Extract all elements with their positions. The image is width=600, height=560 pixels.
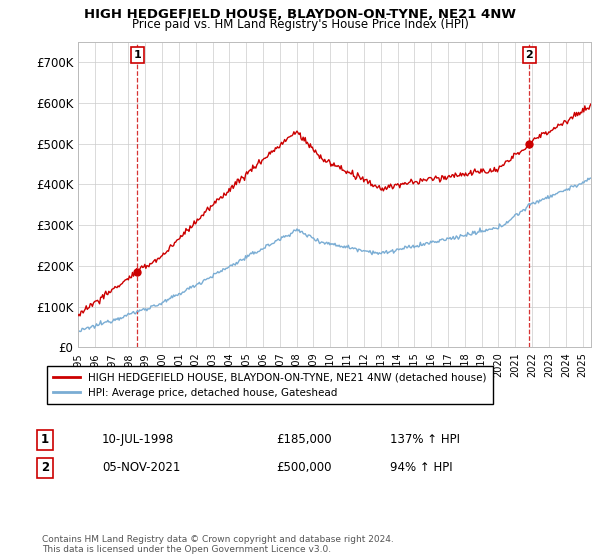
Text: 05-NOV-2021: 05-NOV-2021 (102, 461, 181, 474)
Text: 137% ↑ HPI: 137% ↑ HPI (390, 433, 460, 446)
Text: 2: 2 (526, 50, 533, 60)
Text: £500,000: £500,000 (276, 461, 331, 474)
Text: HIGH HEDGEFIELD HOUSE, BLAYDON-ON-TYNE, NE21 4NW: HIGH HEDGEFIELD HOUSE, BLAYDON-ON-TYNE, … (84, 8, 516, 21)
Text: 1: 1 (133, 50, 141, 60)
Legend: HIGH HEDGEFIELD HOUSE, BLAYDON-ON-TYNE, NE21 4NW (detached house), HPI: Average : HIGH HEDGEFIELD HOUSE, BLAYDON-ON-TYNE, … (47, 366, 493, 404)
Text: Contains HM Land Registry data © Crown copyright and database right 2024.
This d: Contains HM Land Registry data © Crown c… (42, 535, 394, 554)
Text: Price paid vs. HM Land Registry's House Price Index (HPI): Price paid vs. HM Land Registry's House … (131, 18, 469, 31)
Text: 94% ↑ HPI: 94% ↑ HPI (390, 461, 452, 474)
Text: 10-JUL-1998: 10-JUL-1998 (102, 433, 174, 446)
Text: 2: 2 (41, 461, 49, 474)
Text: 1: 1 (41, 433, 49, 446)
Text: £185,000: £185,000 (276, 433, 332, 446)
